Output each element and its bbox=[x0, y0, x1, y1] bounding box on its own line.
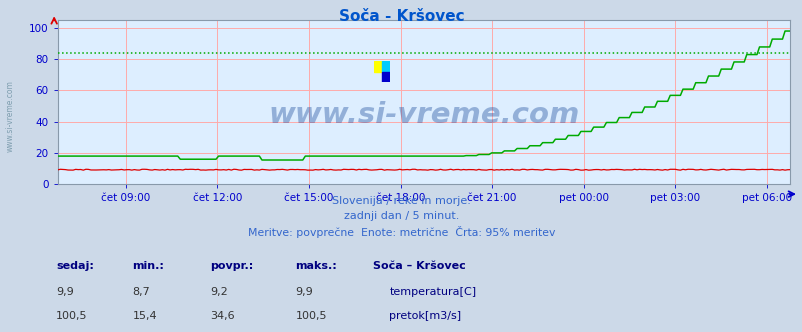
Bar bbox=[382, 61, 390, 72]
Text: 34,6: 34,6 bbox=[210, 311, 235, 321]
Text: pretok[m3/s]: pretok[m3/s] bbox=[389, 311, 461, 321]
Text: temperatura[C]: temperatura[C] bbox=[389, 287, 476, 297]
Text: min.:: min.: bbox=[132, 261, 164, 271]
Text: 8,7: 8,7 bbox=[132, 287, 150, 297]
Text: Meritve: povprečne  Enote: metrične  Črta: 95% meritev: Meritve: povprečne Enote: metrične Črta:… bbox=[248, 226, 554, 238]
Bar bbox=[374, 61, 382, 72]
Text: 9,9: 9,9 bbox=[295, 287, 313, 297]
Text: 100,5: 100,5 bbox=[56, 311, 87, 321]
Text: zadnji dan / 5 minut.: zadnji dan / 5 minut. bbox=[343, 211, 459, 221]
Text: sedaj:: sedaj: bbox=[56, 261, 94, 271]
Text: 15,4: 15,4 bbox=[132, 311, 157, 321]
Text: Soča – Kršovec: Soča – Kršovec bbox=[373, 261, 466, 271]
Text: Slovenija / reke in morje.: Slovenija / reke in morje. bbox=[332, 196, 470, 206]
Text: www.si-vreme.com: www.si-vreme.com bbox=[268, 101, 579, 129]
Text: www.si-vreme.com: www.si-vreme.com bbox=[6, 80, 15, 152]
Text: 100,5: 100,5 bbox=[295, 311, 326, 321]
Text: maks.:: maks.: bbox=[295, 261, 337, 271]
Text: 9,2: 9,2 bbox=[210, 287, 228, 297]
Text: Soča - Kršovec: Soča - Kršovec bbox=[338, 9, 464, 24]
Bar bbox=[382, 72, 390, 82]
Text: povpr.:: povpr.: bbox=[210, 261, 253, 271]
Text: 9,9: 9,9 bbox=[56, 287, 74, 297]
